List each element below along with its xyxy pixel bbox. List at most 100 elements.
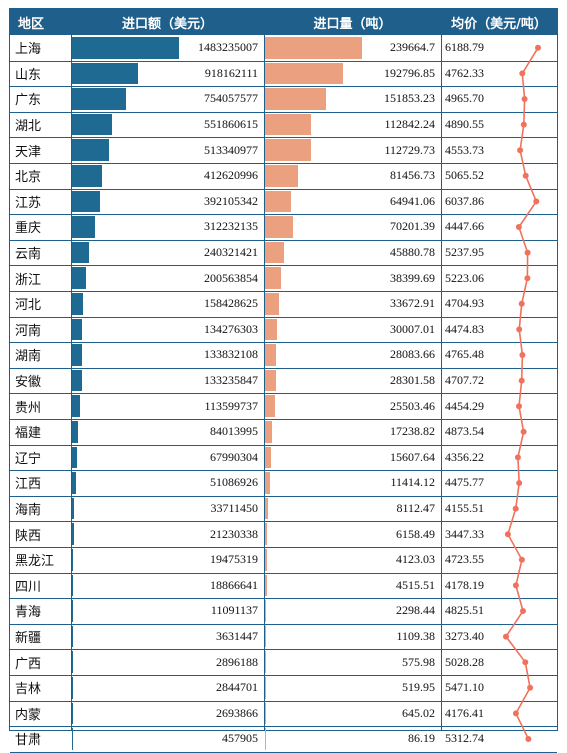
region-label: 云南	[15, 247, 42, 263]
quantity-bar	[265, 625, 266, 648]
amount-value: 200563854	[204, 270, 258, 285]
quantity-bar	[265, 344, 277, 366]
price-point	[516, 326, 523, 333]
amount-value: 392105342	[204, 193, 258, 208]
amount-bar	[72, 62, 139, 85]
amount-bar	[72, 241, 90, 264]
row-divider	[10, 265, 557, 267]
price-point	[512, 505, 519, 512]
row-divider	[10, 675, 557, 676]
region-label: 新疆	[15, 631, 42, 647]
amount-value: 33711450	[210, 501, 258, 516]
quantity-bar	[265, 318, 278, 341]
amount-bar	[72, 88, 127, 110]
region-label: 河南	[15, 323, 42, 339]
region-label: 内蒙	[15, 707, 42, 723]
region-label: 四川	[15, 579, 42, 595]
amount-value: 312232135	[204, 219, 258, 234]
price-value: 5065.52	[445, 168, 484, 183]
price-point	[518, 300, 525, 307]
quantity-value: 112842.24	[384, 117, 435, 132]
quantity-bar	[265, 267, 281, 289]
price-point	[524, 249, 531, 256]
row-divider	[10, 444, 557, 446]
quantity-bar	[265, 472, 270, 494]
quantity-value: 519.95	[402, 680, 435, 695]
region-label: 湖北	[15, 119, 42, 135]
region-label: 青海	[15, 605, 42, 621]
price-value: 4176.41	[445, 705, 484, 720]
amount-value: 412620996	[204, 168, 258, 183]
price-value: 4475.77	[445, 475, 484, 490]
price-value: 5471.10	[445, 680, 484, 695]
price-point	[518, 377, 525, 384]
quantity-bar	[265, 139, 311, 161]
quantity-value: 28301.58	[390, 373, 435, 388]
amount-value: 3631447	[216, 629, 258, 644]
quantity-bar	[265, 369, 277, 392]
quantity-bar	[265, 651, 266, 673]
amount-value: 11091137	[210, 603, 258, 618]
amount-value: 84013995	[210, 424, 258, 439]
quantity-value: 11414.12	[390, 475, 435, 490]
price-point	[518, 556, 525, 563]
region-label: 贵州	[15, 400, 42, 416]
price-point	[527, 684, 534, 691]
price-point	[522, 172, 529, 179]
header-region: 地区	[10, 9, 71, 35]
quantity-bar	[265, 37, 362, 59]
quantity-bar	[265, 113, 311, 136]
price-point	[535, 44, 541, 51]
amount-bar	[72, 497, 75, 520]
price-value: 4447.66	[445, 219, 484, 234]
amount-value: 158428625	[204, 296, 258, 311]
row-divider	[10, 726, 557, 728]
quantity-bar	[265, 293, 279, 315]
row-divider	[10, 291, 557, 292]
row-divider	[10, 572, 557, 574]
amount-value: 113599737	[204, 398, 258, 413]
row-divider	[10, 419, 557, 420]
price-line	[505, 47, 539, 740]
region-label: 海南	[15, 503, 42, 519]
price-point	[520, 121, 527, 128]
quantity-bar	[265, 497, 269, 520]
row-divider	[10, 598, 557, 600]
amount-bar	[72, 369, 82, 392]
price-value: 4762.33	[445, 65, 484, 80]
amount-value: 551860615	[204, 117, 258, 132]
price-sparkline	[503, 44, 541, 742]
price-value: 3273.40	[445, 629, 484, 644]
amount-bar	[72, 421, 79, 443]
price-value: 4474.83	[445, 321, 484, 336]
price-value: 4155.51	[445, 501, 484, 516]
price-point	[515, 224, 522, 230]
quantity-value: 8112.47	[396, 501, 435, 516]
price-point	[520, 608, 526, 614]
quantity-value: 645.02	[402, 705, 435, 720]
quantity-bar	[265, 190, 292, 213]
row-divider	[10, 700, 557, 702]
amount-bar	[72, 523, 74, 545]
amount-value: 2844701	[216, 680, 258, 695]
price-value: 4553.73	[445, 142, 484, 157]
quantity-bar	[265, 216, 294, 238]
price-value: 4825.51	[445, 603, 484, 618]
amount-value: 2896188	[216, 654, 258, 669]
amount-bar	[72, 574, 74, 597]
price-value: 3447.33	[445, 526, 484, 541]
region-label: 安徽	[15, 375, 42, 391]
amount-value: 133235847	[204, 373, 258, 388]
amount-bar	[72, 677, 73, 699]
price-value: 4454.29	[445, 398, 484, 413]
header-price: 均价（美元/吨）	[441, 9, 557, 35]
quantity-value: 81456.73	[390, 168, 435, 183]
column-divider	[71, 9, 72, 730]
amount-bar	[72, 318, 82, 341]
quantity-bar	[265, 549, 267, 571]
region-label: 山东	[15, 67, 42, 83]
region-label: 江苏	[15, 195, 42, 211]
row-divider	[10, 649, 557, 651]
quantity-bar	[265, 62, 344, 85]
quantity-value: 2298.44	[396, 603, 435, 618]
